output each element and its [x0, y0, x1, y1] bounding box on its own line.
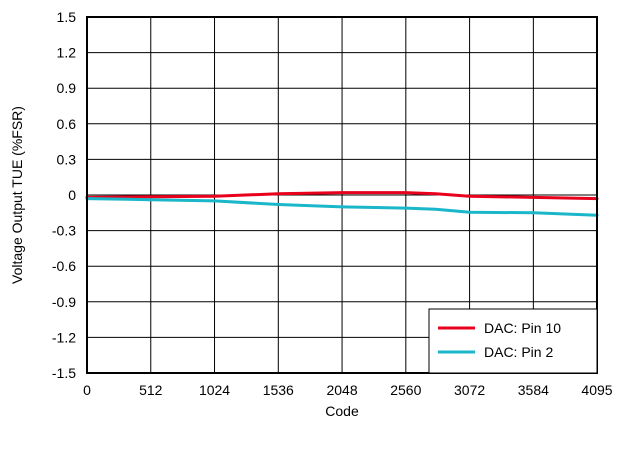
x-tick-labels: 0 512 1024 1536 2048 2560 3072 3584 4095: [83, 382, 613, 398]
legend: DAC: Pin 10 DAC: Pin 2: [428, 308, 598, 374]
series-line-pin10: [85, 191, 599, 201]
x-tick-label: 0: [83, 382, 91, 398]
x-tick-label: 4095: [581, 382, 612, 398]
legend-label-pin2: DAC: Pin 2: [484, 344, 553, 360]
y-tick-label: -0.3: [52, 223, 76, 239]
y-tick-label: 0.6: [57, 116, 77, 132]
y-tick-label: 0.9: [57, 80, 77, 96]
y-tick-label: -1.5: [52, 365, 76, 381]
x-axis-title: Code: [325, 403, 359, 419]
series-group: [85, 191, 599, 217]
x-tick-label: 512: [139, 382, 163, 398]
x-tick-label: 1536: [263, 382, 294, 398]
x-tick-label: 1024: [199, 382, 230, 398]
x-tick-label: 3072: [454, 382, 485, 398]
x-tick-label: 3584: [518, 382, 549, 398]
grid: [86, 16, 598, 374]
y-tick-label: 0.3: [57, 151, 77, 167]
x-tick-label: 2048: [326, 382, 357, 398]
y-tick-label: 0: [68, 187, 76, 203]
series-line-pin2: [85, 197, 599, 217]
y-tick-label: -1.2: [52, 329, 76, 345]
x-tick-label: 2560: [390, 382, 421, 398]
y-axis-title: Voltage Output TUE (%FSR): [9, 106, 25, 284]
legend-box: [428, 308, 598, 374]
y-tick-label: -0.6: [52, 258, 76, 274]
y-tick-label: 1.2: [57, 45, 77, 61]
y-tick-label: -0.9: [52, 294, 76, 310]
y-tick-label: 1.5: [57, 9, 77, 25]
plot-frame: [86, 16, 598, 374]
y-tick-labels: 1.5 1.2 0.9 0.6 0.3 0 -0.3 -0.6 -0.9 -1.2 -1.5: [52, 9, 76, 381]
legend-label-pin10: DAC: Pin 10: [484, 320, 561, 336]
